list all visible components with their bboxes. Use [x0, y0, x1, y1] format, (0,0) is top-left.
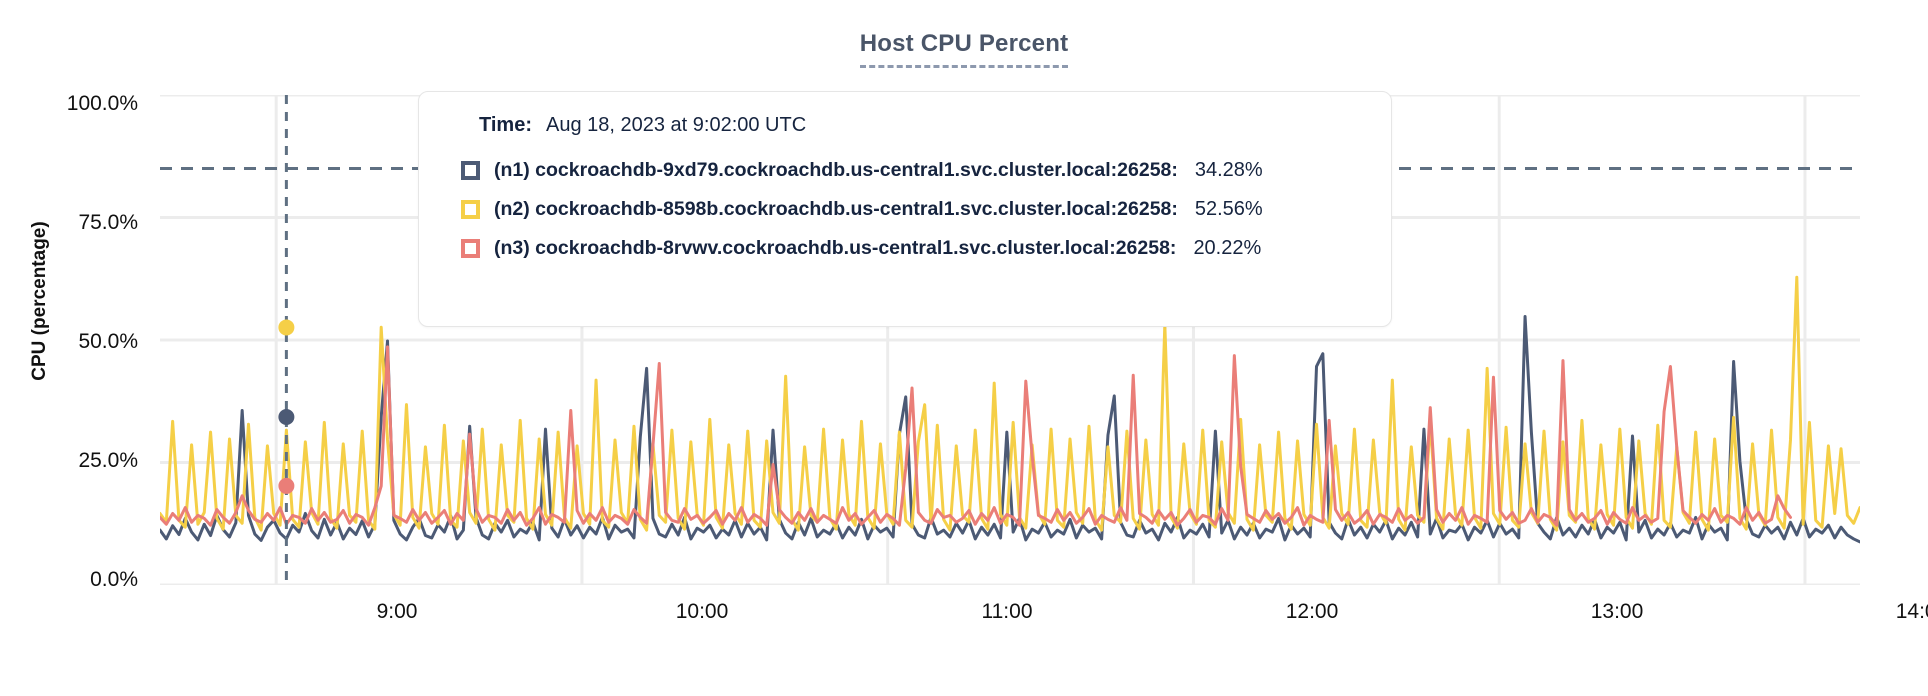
- legend-swatch-n2: [461, 199, 480, 219]
- legend-swatch-n3: [461, 238, 480, 258]
- tooltip-series-value-n3: 20.22%: [1193, 236, 1262, 259]
- tooltip-time-value: Aug 18, 2023 at 9:02:00 UTC: [545, 113, 807, 136]
- y-tick-label-50: 50.0%: [78, 330, 138, 353]
- tooltip-series-value-n2: 52.56%: [1194, 197, 1263, 220]
- hover-tooltip: Time: Aug 18, 2023 at 9:02:00 UTC (n1) c…: [418, 91, 1392, 327]
- tooltip-series-label-n2: (n2) cockroachdb-8598b.cockroachdb.us-ce…: [494, 197, 1178, 220]
- y-tick-label-25: 25.0%: [78, 449, 138, 472]
- tooltip-series-value-n1: 34.28%: [1194, 158, 1263, 181]
- page-title: Host CPU Percent: [0, 30, 1928, 68]
- tooltip-series-row-n1: (n1) cockroachdb-9xd79.cockroachdb.us-ce…: [419, 150, 1391, 190]
- highlight-markers: [278, 319, 295, 494]
- tooltip-series-row-n2: (n2) cockroachdb-8598b.cockroachdb.us-ce…: [419, 189, 1391, 229]
- x-tick-label-14: 14:00: [1895, 600, 1928, 623]
- x-tick-label-11: 11:00: [981, 600, 1033, 623]
- x-tick-label-12: 12:00: [1285, 600, 1339, 623]
- tooltip-series-label-n3: (n3) cockroachdb-8rvwv.cockroachdb.us-ce…: [494, 236, 1177, 259]
- y-tick-label-100: 100.0%: [66, 92, 138, 115]
- tooltip-series-label-n1: (n1) cockroachdb-9xd79.cockroachdb.us-ce…: [494, 158, 1178, 181]
- x-tick-label-9: 9:00: [376, 600, 418, 623]
- tooltip-series-row-n3: (n3) cockroachdb-8rvwv.cockroachdb.us-ce…: [419, 228, 1391, 268]
- tooltip-time-row: Time: Aug 18, 2023 at 9:02:00 UTC: [419, 105, 1391, 145]
- x-tick-label-10: 10:00: [675, 600, 729, 623]
- y-axis-title: CPU (percentage): [29, 221, 50, 381]
- tooltip-time-label: Time:: [479, 113, 532, 136]
- series-lines: [160, 275, 1860, 544]
- y-tick-label-0: 0.0%: [90, 568, 138, 591]
- x-tick-label-13: 13:00: [1590, 600, 1644, 623]
- page-title-text: Host CPU Percent: [859, 30, 1069, 68]
- legend-swatch-n1: [461, 160, 480, 180]
- y-tick-label-75: 75.0%: [78, 211, 138, 234]
